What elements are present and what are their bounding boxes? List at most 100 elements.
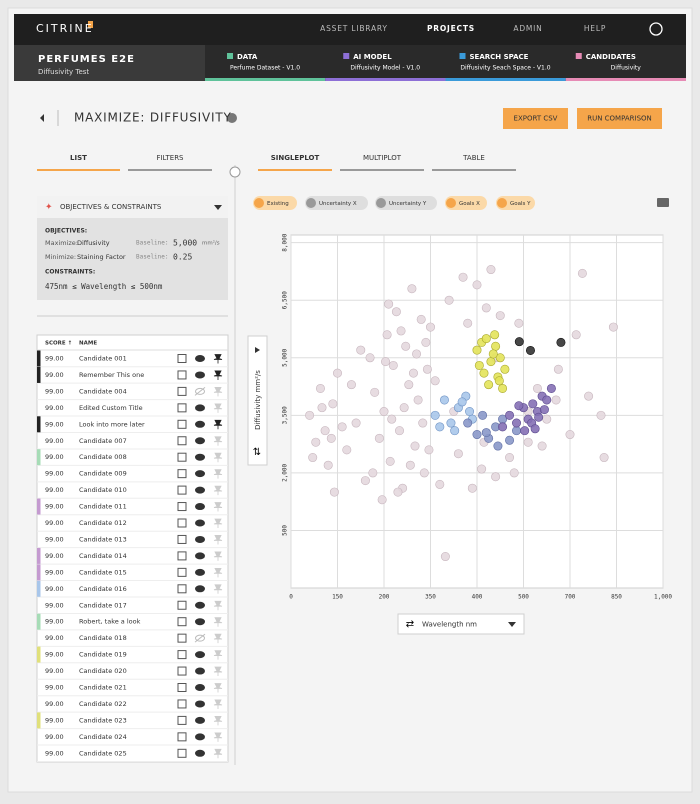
data-point[interactable]	[537, 441, 547, 451]
open-icon[interactable]	[177, 748, 187, 758]
data-point[interactable]	[323, 460, 333, 470]
data-point[interactable]	[365, 353, 375, 363]
filter-chip[interactable]	[496, 196, 535, 210]
data-point[interactable]	[498, 383, 508, 393]
data-point[interactable]	[500, 364, 510, 374]
swap-icon[interactable]: ⇄	[406, 619, 414, 630]
open-icon[interactable]	[177, 518, 187, 528]
visibility-icon[interactable]	[195, 634, 205, 642]
data-point[interactable]	[546, 383, 556, 393]
data-point[interactable]	[320, 426, 330, 436]
data-point[interactable]	[394, 426, 404, 436]
dropdown-arrow[interactable]	[508, 622, 516, 627]
tab[interactable]: TABLE	[462, 154, 485, 162]
candidate-name[interactable]: Candidate 014	[79, 552, 127, 560]
data-point[interactable]	[410, 441, 420, 451]
data-point[interactable]	[484, 380, 494, 390]
data-point[interactable]	[407, 284, 417, 294]
tab[interactable]: FILTERS	[156, 154, 184, 162]
data-point[interactable]	[308, 453, 318, 463]
data-point[interactable]	[385, 456, 395, 466]
pin-icon[interactable]	[213, 633, 223, 644]
data-point[interactable]	[453, 449, 463, 459]
open-icon[interactable]	[177, 485, 187, 495]
data-point[interactable]	[422, 364, 432, 374]
data-point[interactable]	[528, 399, 538, 409]
data-point[interactable]	[495, 311, 505, 321]
open-icon[interactable]	[177, 633, 187, 643]
data-point[interactable]	[408, 368, 418, 378]
pin-icon[interactable]	[213, 387, 223, 397]
data-point[interactable]	[534, 412, 544, 422]
pin-icon[interactable]	[213, 354, 223, 364]
data-point[interactable]	[509, 468, 519, 478]
data-point[interactable]	[565, 430, 575, 440]
step-label[interactable]: DATA	[237, 53, 258, 61]
candidate-name[interactable]: Candidate 021	[79, 684, 127, 692]
data-point[interactable]	[571, 330, 581, 340]
data-point[interactable]	[472, 345, 482, 355]
data-point[interactable]	[329, 487, 339, 497]
data-point[interactable]	[401, 341, 411, 351]
tab[interactable]: LIST	[70, 154, 87, 162]
data-point[interactable]	[556, 337, 566, 347]
expand-icon[interactable]	[255, 347, 260, 353]
visibility-icon[interactable]	[195, 733, 205, 741]
step-label[interactable]: SEARCH SPACE	[470, 53, 529, 61]
data-point[interactable]	[393, 487, 403, 497]
visibility-icon[interactable]	[195, 519, 205, 527]
candidate-name[interactable]: Candidate 009	[79, 470, 127, 478]
step-label[interactable]: AI MODEL	[353, 53, 392, 61]
data-point[interactable]	[391, 307, 401, 317]
pin-icon[interactable]	[213, 518, 223, 528]
y-axis-label[interactable]: Diffusivity mm²/s	[254, 370, 262, 430]
data-point[interactable]	[458, 272, 468, 282]
data-point[interactable]	[514, 401, 524, 411]
step-label[interactable]: CANDIDATES	[586, 53, 636, 61]
visibility-icon[interactable]	[195, 503, 205, 511]
pin-icon[interactable]	[213, 419, 223, 430]
open-icon[interactable]	[177, 419, 187, 429]
pin-icon[interactable]	[213, 436, 223, 446]
visibility-icon[interactable]	[195, 535, 205, 543]
candidate-name[interactable]: Candidate 015	[79, 568, 127, 576]
data-point[interactable]	[553, 364, 563, 374]
open-icon[interactable]	[177, 354, 187, 363]
visibility-icon[interactable]	[195, 552, 205, 560]
data-point[interactable]	[486, 357, 496, 367]
data-point[interactable]	[532, 383, 542, 393]
open-icon[interactable]	[177, 534, 187, 544]
data-point[interactable]	[477, 464, 487, 474]
open-icon[interactable]	[177, 436, 187, 446]
data-point[interactable]	[488, 349, 498, 359]
column-header[interactable]: SCORE ↑	[45, 340, 72, 347]
data-point[interactable]	[332, 368, 342, 378]
candidate-name[interactable]: Candidate 008	[79, 453, 127, 461]
pin-icon[interactable]	[213, 683, 223, 693]
data-point[interactable]	[479, 368, 489, 378]
back-arrow[interactable]	[40, 114, 44, 122]
open-icon[interactable]	[177, 567, 187, 577]
chip-label[interactable]: Uncertainty X	[319, 201, 357, 207]
data-point[interactable]	[405, 460, 415, 470]
data-point[interactable]	[474, 360, 484, 370]
visibility-icon[interactable]	[195, 387, 205, 395]
data-point[interactable]	[551, 395, 561, 405]
open-icon[interactable]	[177, 502, 187, 512]
pin-icon[interactable]	[213, 403, 223, 413]
candidate-name[interactable]: Candidate 018	[79, 634, 127, 642]
data-point[interactable]	[418, 418, 428, 428]
filter-chip[interactable]	[305, 196, 368, 210]
data-point[interactable]	[542, 395, 552, 405]
data-point[interactable]	[399, 403, 409, 413]
candidate-name[interactable]: Candidate 017	[79, 601, 127, 609]
data-point[interactable]	[505, 453, 515, 463]
data-point[interactable]	[382, 330, 392, 340]
data-point[interactable]	[421, 337, 431, 347]
pin-icon[interactable]	[213, 567, 223, 578]
data-point[interactable]	[360, 476, 370, 486]
candidate-name[interactable]: Candidate 020	[79, 667, 127, 675]
data-point[interactable]	[512, 426, 522, 436]
data-point[interactable]	[481, 428, 491, 438]
candidate-name[interactable]: Candidate 010	[79, 486, 127, 494]
